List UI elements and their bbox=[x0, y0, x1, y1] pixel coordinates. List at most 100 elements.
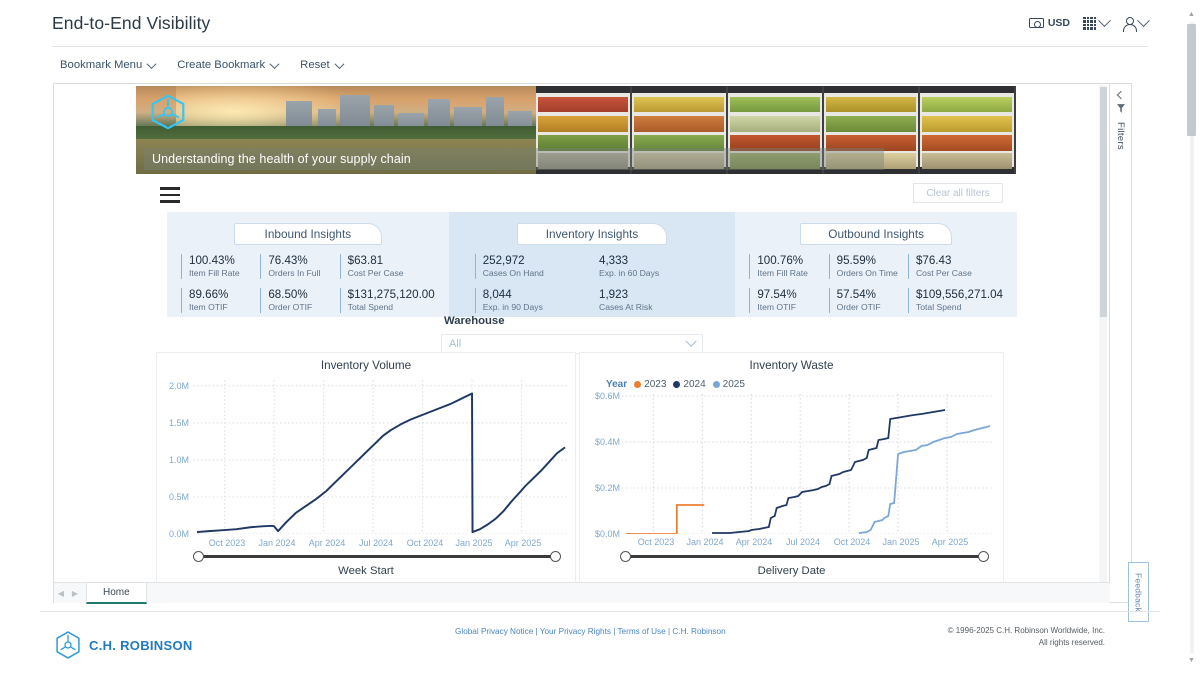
create-bookmark-button[interactable]: Create Bookmark bbox=[177, 58, 280, 71]
slider-handle-right[interactable] bbox=[550, 550, 561, 562]
footer-link-global-privacy-notice[interactable]: Global Privacy Notice bbox=[455, 627, 534, 636]
slider-handle-right[interactable] bbox=[978, 550, 989, 562]
scrollbar-thumb[interactable] bbox=[1187, 24, 1196, 136]
kpi-metric: 252,972 Cases On Hand bbox=[474, 254, 592, 279]
chart-range-slider[interactable] bbox=[620, 549, 989, 563]
account-menu[interactable] bbox=[1122, 13, 1150, 32]
x-tick-label: Jan 2024 bbox=[686, 537, 724, 547]
kpi-label: Cases On Hand bbox=[482, 268, 544, 278]
page-title: End-to-End Visibility bbox=[52, 12, 211, 33]
apps-menu[interactable] bbox=[1083, 13, 1111, 30]
kpi-label: Cases At Risk bbox=[599, 302, 653, 312]
bookmark-toolbar: Bookmark Menu Create Bookmark Reset bbox=[60, 54, 345, 76]
kpi-label: Item Fill Rate bbox=[757, 268, 808, 278]
page-footer: C.H. ROBINSON Global Privacy Notice | Yo… bbox=[0, 612, 1160, 675]
footer-links: Global Privacy Notice | Your Privacy Rig… bbox=[455, 627, 726, 636]
kpi-label: Orders In Full bbox=[268, 268, 321, 278]
feedback-tab[interactable]: Feedback bbox=[1128, 562, 1149, 622]
chevron-left-icon[interactable] bbox=[1116, 90, 1125, 100]
footer-link-separator: | bbox=[610, 627, 618, 636]
slider-handle-left[interactable] bbox=[193, 550, 204, 562]
filter-funnel-icon bbox=[1116, 104, 1125, 113]
x-tick-label: Apr 2025 bbox=[504, 538, 542, 548]
hamburger-menu-icon[interactable] bbox=[153, 180, 187, 210]
x-axis-caption: Week Start bbox=[338, 565, 394, 577]
scroll-up-icon[interactable]: ▲ bbox=[1188, 11, 1195, 18]
kpi-metric: 68.50% Order OTIF bbox=[260, 288, 339, 313]
header-actions: USD bbox=[1028, 13, 1150, 32]
y-tick-label: $0.6M bbox=[594, 391, 620, 401]
y-tick-label: 0.5M bbox=[168, 492, 189, 502]
x-tick-label: Jul 2024 bbox=[358, 538, 394, 548]
filters-label: Filters bbox=[1115, 122, 1126, 150]
x-tick-label: Oct 2024 bbox=[833, 537, 871, 547]
kpi-card-inventory[interactable]: Inventory Insights 252,972 Cases On Hand… bbox=[448, 212, 736, 317]
report-scrollbar[interactable] bbox=[1099, 85, 1107, 602]
legend-item-2025[interactable]: 2025 bbox=[712, 379, 745, 390]
kpi-metric: 1,923 Cases At Risk bbox=[592, 288, 709, 313]
kpi-metric: 89.66% Item OTIF bbox=[181, 288, 260, 313]
legend-item-2023[interactable]: 2023 bbox=[634, 379, 666, 390]
kpi-card-row: Inbound Insights 100.43% Item Fill Rate … bbox=[167, 212, 1017, 317]
kpi-value: 97.54% bbox=[757, 288, 797, 301]
kpi-value: 8,044 bbox=[482, 288, 512, 301]
copyright-line-1: © 1996-2025 C.H. Robinson Worldwide, Inc… bbox=[947, 626, 1105, 635]
report-page-tabs: ◀ ▶ Home bbox=[54, 582, 1110, 604]
kpi-label: Orders On Time bbox=[836, 268, 898, 278]
kpi-value: 89.66% bbox=[189, 288, 229, 301]
slider-track bbox=[628, 554, 981, 558]
chart-range-slider[interactable] bbox=[193, 549, 561, 563]
kpi-card-outbound[interactable]: Outbound Insights 100.76% Item Fill Rate… bbox=[735, 212, 1017, 317]
warehouse-dropdown[interactable]: All bbox=[441, 334, 703, 354]
y-tick-label: $0.0M bbox=[594, 529, 620, 539]
y-tick-label: 0.0M bbox=[168, 529, 189, 539]
chart-inventory-waste[interactable]: Inventory Waste Year 2023 2024 2025 $0.6… bbox=[579, 352, 1004, 584]
legend-label: 2024 bbox=[683, 379, 706, 390]
footer-link-terms-of-use[interactable]: Terms of Use bbox=[617, 627, 666, 636]
filters-panel-rail[interactable]: Filters bbox=[1110, 83, 1132, 603]
kpi-metric: 76.43% Orders In Full bbox=[260, 254, 339, 279]
bookmark-menu-label: Bookmark Menu bbox=[60, 59, 143, 71]
y-tick-label: 2.0M bbox=[168, 381, 189, 391]
footer-link-your-privacy-rights[interactable]: Your Privacy Rights bbox=[539, 627, 611, 636]
window-scrollbar[interactable]: ▲ ▼ bbox=[1187, 10, 1196, 665]
kpi-label: Cost Per Case bbox=[915, 268, 972, 278]
kpi-value: 252,972 bbox=[482, 254, 525, 267]
clear-all-filters-button[interactable]: Clear all filters bbox=[913, 183, 1003, 203]
legend-label: 2023 bbox=[644, 379, 667, 390]
kpi-metric: 8,044 Exp. in 90 Days bbox=[474, 288, 592, 313]
chart-plot-area: $0.6M $0.4M $0.2M $0.0M bbox=[580, 390, 1003, 547]
chevron-down-icon bbox=[1098, 13, 1111, 27]
kpi-metric: $63.81 Cost Per Case bbox=[339, 254, 435, 279]
kpi-card-inbound[interactable]: Inbound Insights 100.43% Item Fill Rate … bbox=[167, 212, 449, 317]
legend-swatch bbox=[673, 381, 681, 388]
bookmark-menu-button[interactable]: Bookmark Menu bbox=[60, 58, 157, 71]
scroll-down-icon[interactable]: ▼ bbox=[1188, 657, 1195, 664]
chart-inventory-volume[interactable]: Inventory Volume 2.0M 1.5M 1.0M 0.5M 0.0… bbox=[156, 352, 576, 584]
kpi-value: $131,275,120.00 bbox=[347, 288, 435, 301]
feedback-label: Feedback bbox=[1133, 572, 1144, 612]
kpi-label: Item OTIF bbox=[189, 302, 228, 312]
tabs-prev-icon[interactable]: ◀ bbox=[57, 588, 65, 598]
kpi-label: Order OTIF bbox=[836, 302, 881, 312]
legend-item-2024[interactable]: 2024 bbox=[673, 379, 706, 390]
kpi-metric: 100.76% Item Fill Rate bbox=[749, 254, 828, 279]
kpi-label: Total Spend bbox=[915, 302, 962, 312]
currency-selector[interactable]: USD bbox=[1028, 17, 1070, 29]
chevron-down-icon bbox=[269, 58, 280, 69]
tab-home[interactable]: Home bbox=[86, 582, 147, 604]
kpi-value: $76.43 bbox=[915, 254, 952, 267]
y-tick-label: $0.4M bbox=[594, 437, 620, 447]
warehouse-slicer-label: Warehouse bbox=[444, 315, 505, 327]
x-tick-label: Oct 2024 bbox=[406, 538, 444, 548]
footer-link-ch-robinson[interactable]: C.H. Robinson bbox=[672, 627, 726, 636]
tabs-next-icon[interactable]: ▶ bbox=[71, 588, 79, 598]
slider-handle-left[interactable] bbox=[620, 550, 631, 562]
reset-button[interactable]: Reset bbox=[300, 58, 345, 71]
kpi-value: 68.50% bbox=[268, 288, 308, 301]
kpi-label: Item OTIF bbox=[757, 302, 796, 312]
kpi-card-title: Inventory Insights bbox=[517, 223, 667, 245]
legend-label: 2025 bbox=[722, 379, 745, 390]
scrollbar-track[interactable] bbox=[1189, 22, 1194, 653]
report-scrollbar-thumb[interactable] bbox=[1099, 87, 1107, 317]
